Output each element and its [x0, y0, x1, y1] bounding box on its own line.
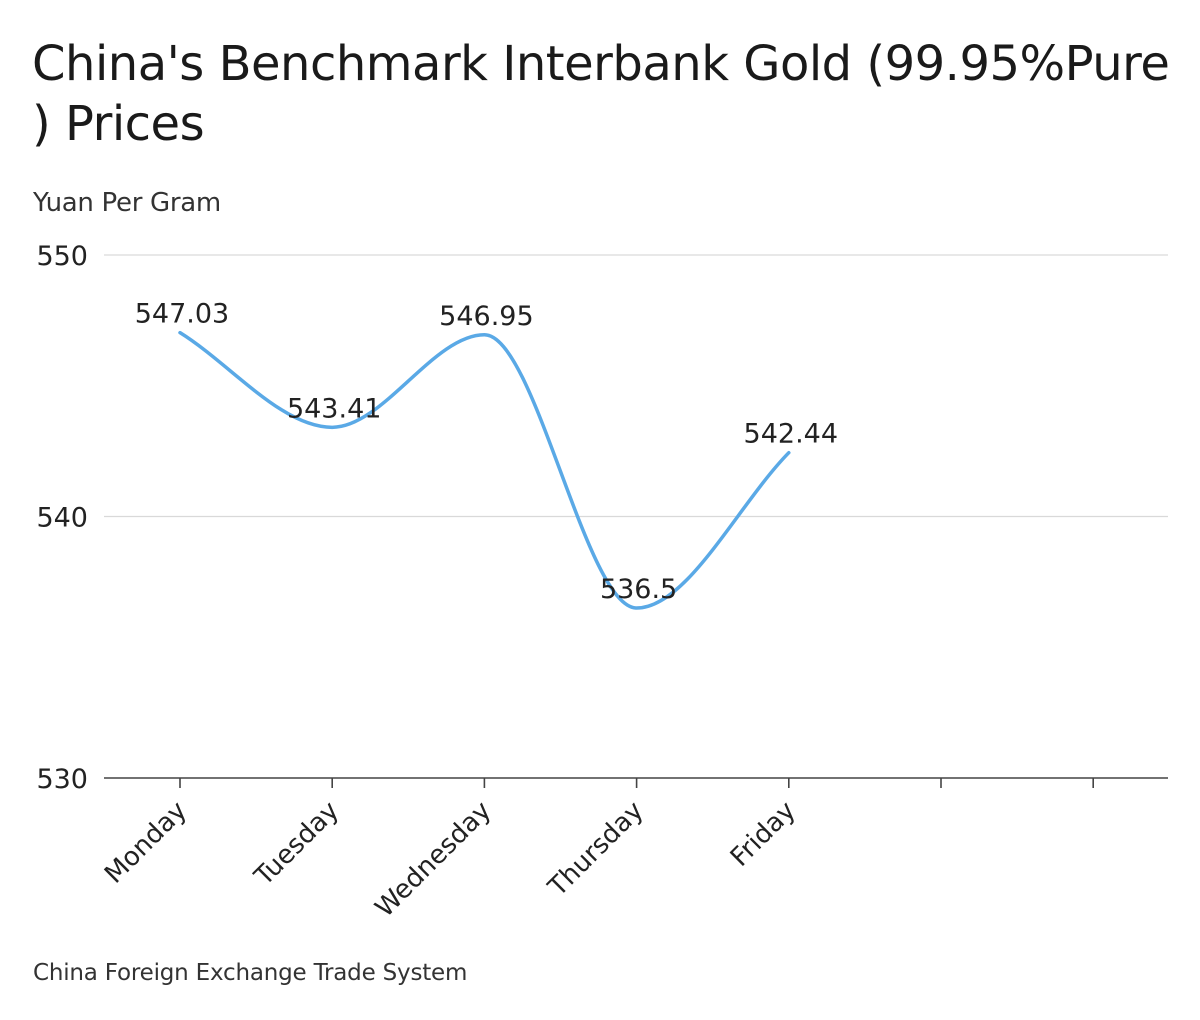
x-axis	[104, 777, 1168, 788]
x-tick-label: Monday	[99, 796, 193, 890]
source-note: China Foreign Exchange Trade System	[33, 960, 468, 986]
chart-title-line-1: China's Benchmark Interbank Gold (99.95%…	[32, 36, 1170, 92]
gridlines	[104, 254, 1168, 518]
data-point	[787, 451, 791, 455]
data-label: 543.41	[287, 393, 381, 424]
chart-title-line-2: ) Prices	[32, 96, 205, 152]
x-tick-label: Tuesday	[248, 796, 345, 893]
data-label: 546.95	[439, 301, 533, 332]
data-point	[178, 331, 182, 335]
x-tick-label: Thursday	[542, 796, 649, 903]
data-label: 547.03	[135, 299, 229, 330]
data-point	[330, 425, 334, 429]
data-labels: 547.03 543.41 546.95 536.5 542.44	[135, 299, 838, 605]
y-tick-label: 540	[36, 503, 88, 534]
x-tick-label: Friday	[725, 796, 802, 873]
series-line	[178, 330, 791, 610]
y-tick-label: 530	[36, 764, 88, 795]
y-axis-label: Yuan Per Gram	[33, 188, 221, 218]
y-tick-label: 550	[36, 241, 88, 272]
data-label: 536.5	[600, 574, 677, 605]
y-axis-ticks: 530 540 550	[36, 241, 88, 795]
data-point	[635, 606, 639, 610]
x-axis-ticks: Monday Tuesday Wednesday Thursday Friday	[99, 796, 802, 924]
chart-title: China's Benchmark Interbank Gold (99.95%…	[32, 34, 1192, 154]
data-point	[482, 333, 486, 337]
x-tick-label: Wednesday	[370, 796, 498, 924]
series-line-layer	[178, 330, 791, 610]
data-label: 542.44	[744, 419, 838, 450]
